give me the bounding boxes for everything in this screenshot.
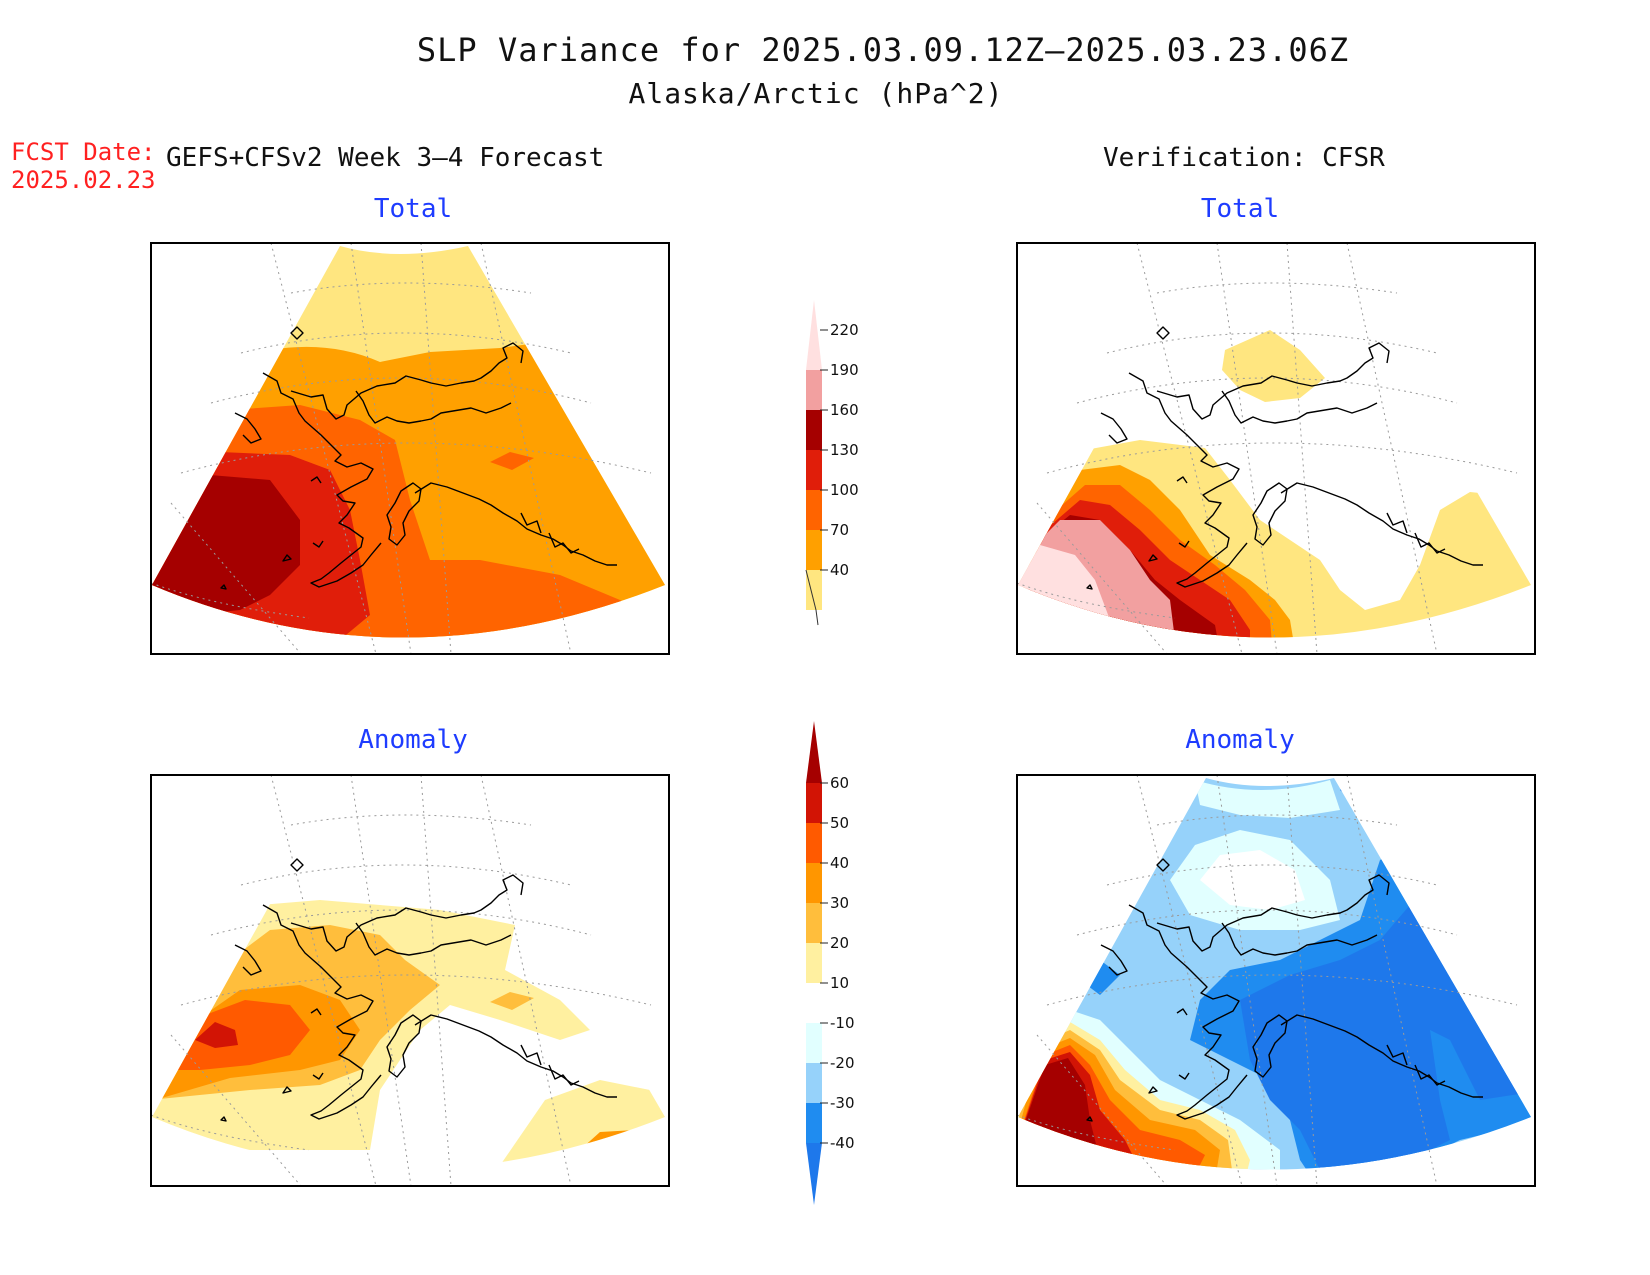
colorbar-anomaly-tick-label: -30: [830, 1094, 855, 1112]
colorbar-anomaly-swatch: [806, 1023, 822, 1063]
colorbar-total-swatch: [806, 410, 822, 450]
colorbar-total-swatch: [806, 300, 822, 370]
colorbar-anomaly-swatch: [806, 983, 822, 1023]
colorbar-anomaly-tick-label: 40: [830, 854, 849, 872]
colorbar-anomaly: -40 -30 -20 -10 10 20 30 40 50 60: [806, 721, 855, 1205]
verification-label: Verification: CFSR: [1103, 143, 1385, 173]
panel-title-verification-total: Total: [1200, 194, 1280, 224]
panel-title-forecast-total: Total: [373, 194, 453, 224]
map-forecast-total: [150, 242, 670, 655]
panel-title-forecast-anomaly: Anomaly: [358, 725, 468, 755]
colorbar-anomaly-tick-label: 20: [830, 934, 849, 952]
colorbar-anomaly-swatch: [806, 721, 822, 783]
colorbar-total-swatch: [806, 370, 822, 410]
colorbar-anomaly-tick-label: 50: [830, 814, 849, 832]
forecast-date-label: FCST Date:: [11, 138, 156, 166]
figure-title: SLP Variance for 2025.03.09.12Z–2025.03.…: [416, 31, 1350, 69]
colorbar-anomaly-swatch: [806, 943, 822, 983]
colorbar-anomaly-tick-label: -20: [830, 1054, 855, 1072]
panel-title-verification-anomaly: Anomaly: [1185, 725, 1295, 755]
model-label: GEFS+CFSv2 Week 3–4 Forecast: [166, 143, 605, 173]
colorbar-anomaly-swatch: [806, 903, 822, 943]
colorbar-anomaly-swatch: [806, 1103, 822, 1143]
colorbar-anomaly-swatch: [806, 863, 822, 903]
colorbar-total-tail: [805, 569, 819, 626]
colorbar-total-tick-label: 70: [830, 521, 849, 539]
colorbar-anomaly-swatch: [806, 1063, 822, 1103]
map-forecast-anomaly: [150, 774, 670, 1187]
colorbar-anomaly-swatch: [806, 1143, 822, 1205]
colorbar-total-tick-label: 190: [830, 361, 859, 379]
colorbar-anomaly-tick-label: 30: [830, 894, 849, 912]
colorbar-total-tick-label: 100: [830, 481, 859, 499]
colorbar-anomaly-swatch: [806, 783, 822, 823]
colorbar-anomaly-tick-label: -40: [830, 1134, 855, 1152]
colorbar-anomaly-tick-label: 60: [830, 774, 849, 792]
colorbar-total: 40 70 100 130 160 190 220: [805, 300, 859, 626]
colorbar-total-tick-label: 160: [830, 401, 859, 419]
map-verification-anomaly: [1016, 774, 1536, 1187]
colorbar-total-tick-label: 40: [830, 561, 849, 579]
colorbar-anomaly-swatch: [806, 823, 822, 863]
forecast-date: 2025.02.23: [11, 166, 156, 194]
colorbar-anomaly-tick-label: 10: [830, 974, 849, 992]
colorbar-total-tick-label: 130: [830, 441, 859, 459]
figure-subtitle: Alaska/Arctic (hPa^2): [628, 77, 1004, 110]
map-verification-total: [1016, 242, 1536, 655]
colorbar-total-swatch: [806, 490, 822, 530]
colorbar-total-swatch: [806, 450, 822, 490]
forecast-date-block: FCST Date: 2025.02.23: [11, 138, 156, 194]
colorbar-anomaly-tick-label: -10: [830, 1014, 855, 1032]
colorbar-total-tick-label: 220: [830, 321, 859, 339]
colorbar-total-swatch: [806, 570, 822, 610]
colorbar-total-swatch: [806, 530, 822, 570]
